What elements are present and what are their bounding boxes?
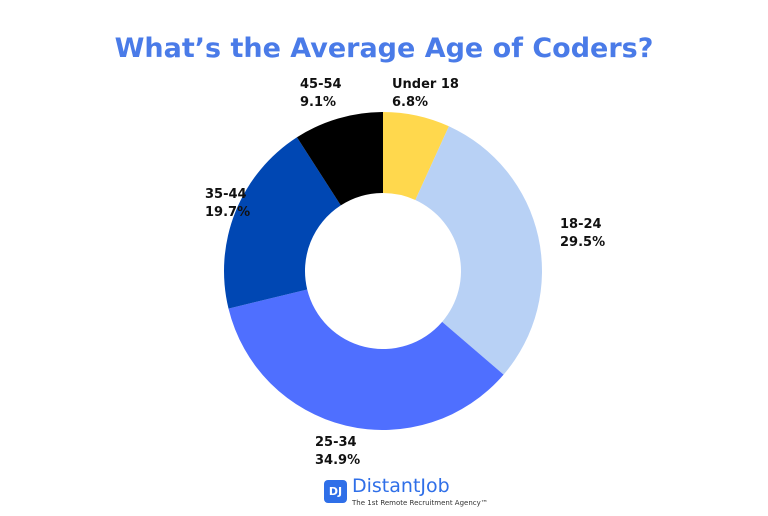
logo-mark: DJ: [324, 479, 347, 503]
slice-25-34: [228, 289, 504, 431]
chart-title: What’s the Average Age of Coders?: [114, 33, 654, 64]
slice-under-18: [383, 112, 449, 201]
slice-35-44: [224, 137, 341, 309]
distantjob-logo: DJ DistantJob The 1st Remote Recruitment…: [324, 474, 488, 508]
slice-45-54: [296, 112, 383, 206]
slice-18-24: [415, 126, 542, 375]
label-45-54: 45-54 9.1%: [300, 77, 342, 110]
label-25-34: 25-34 34.9%: [315, 435, 361, 468]
logo-name: DistantJob: [352, 475, 450, 497]
label-under-18: Under 18 6.8%: [392, 77, 459, 110]
logo-text: DistantJob The 1st Remote Recruitment Ag…: [352, 474, 488, 508]
logo-tagline: The 1st Remote Recruitment Agency™: [352, 499, 488, 507]
label-18-24: 18-24 29.5%: [560, 217, 606, 250]
label-35-44: 35-44 19.7%: [205, 187, 251, 220]
